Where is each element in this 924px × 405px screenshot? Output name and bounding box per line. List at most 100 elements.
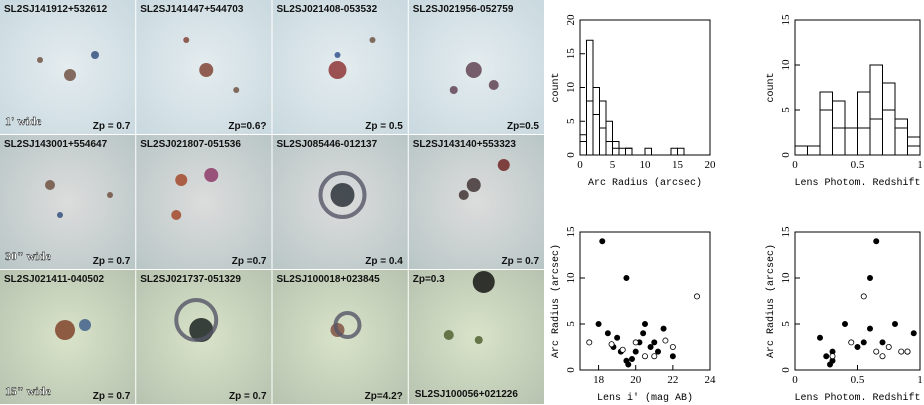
point bbox=[669, 343, 676, 350]
galaxy bbox=[37, 57, 43, 63]
point bbox=[842, 320, 849, 327]
image-panel bbox=[408, 135, 544, 269]
hist-bar bbox=[894, 127, 908, 156]
point bbox=[898, 348, 905, 355]
galaxy bbox=[171, 210, 182, 220]
galaxy bbox=[204, 168, 219, 182]
point bbox=[651, 353, 658, 360]
panel-scale: 15" wide bbox=[5, 384, 51, 398]
y-axis-label: count bbox=[551, 72, 562, 102]
y-tick-label: 5 bbox=[565, 118, 577, 124]
galaxy bbox=[107, 192, 113, 198]
panel-name: SL2SJ141447+544703 bbox=[140, 4, 244, 15]
image-panel bbox=[272, 270, 408, 404]
galaxy bbox=[175, 174, 188, 186]
point bbox=[910, 330, 917, 337]
x-tick-label: 1 bbox=[917, 374, 923, 386]
point bbox=[625, 361, 632, 368]
hist-bar bbox=[605, 120, 613, 156]
galaxy bbox=[497, 159, 510, 171]
panel-scale: 30" wide bbox=[5, 249, 51, 263]
point bbox=[642, 320, 649, 327]
x-tick-label: 10 bbox=[640, 159, 652, 171]
panel-name: SL2SJ141912+532612 bbox=[4, 4, 108, 15]
panel-name: SL2SJ021956-052759 bbox=[413, 4, 514, 15]
y-tick-label: 5 bbox=[780, 107, 792, 113]
panel-zp: Zp = 0.7 bbox=[501, 256, 539, 267]
panel-zp: Zp=0.6? bbox=[228, 121, 266, 132]
x-axis-label: Lens i' (mag AB) bbox=[597, 392, 693, 404]
panel-zp: Zp = 0.5 bbox=[365, 121, 403, 132]
point bbox=[604, 330, 611, 337]
point bbox=[647, 343, 654, 350]
panel-name: SL2SJ021411-040502 bbox=[4, 274, 105, 285]
hist-bar bbox=[819, 91, 833, 156]
hist-bar bbox=[882, 82, 896, 156]
y-tick-label: 15 bbox=[780, 14, 792, 26]
y-axis-label: count bbox=[766, 72, 777, 102]
galaxy bbox=[64, 69, 76, 81]
galaxy bbox=[318, 171, 367, 219]
panel-zp: Zp =0.7 bbox=[232, 256, 267, 267]
galaxy bbox=[174, 298, 219, 342]
point bbox=[823, 353, 830, 360]
x-tick-label: 5 bbox=[610, 159, 616, 171]
panel-name: SL2SJ143140+553323 bbox=[413, 139, 517, 150]
hist-bar bbox=[869, 118, 883, 156]
x-axis-label: Lens Photom. Redshift bbox=[794, 392, 920, 404]
y-tick-label: 15 bbox=[780, 226, 792, 238]
galaxy bbox=[458, 190, 469, 200]
point bbox=[867, 274, 874, 281]
galaxy bbox=[55, 320, 75, 340]
hist-bar bbox=[670, 147, 678, 156]
point bbox=[660, 325, 667, 332]
galaxy bbox=[328, 61, 347, 79]
panel-name: SL2SJ143001+554647 bbox=[4, 139, 108, 150]
point bbox=[879, 339, 886, 346]
point bbox=[873, 348, 880, 355]
galaxy bbox=[330, 183, 355, 207]
hist-bar bbox=[625, 147, 633, 156]
x-tick-label: 0 bbox=[577, 159, 583, 171]
galaxy bbox=[45, 180, 55, 190]
hist-bar bbox=[807, 145, 821, 156]
hist-bar bbox=[819, 109, 833, 156]
hist-bar bbox=[579, 141, 587, 156]
panel-name: SL2SJ100056+021226 bbox=[415, 389, 519, 400]
galaxy bbox=[183, 37, 190, 43]
y-tick-label: 5 bbox=[565, 321, 577, 327]
panel-zp: Zp = 0.7 bbox=[93, 391, 131, 402]
image-panel bbox=[136, 135, 272, 269]
point bbox=[669, 353, 676, 360]
point bbox=[860, 293, 867, 300]
hist-bar bbox=[907, 145, 921, 156]
hist-bar bbox=[894, 118, 908, 156]
hist-bar bbox=[794, 145, 808, 156]
point bbox=[599, 238, 606, 245]
panel-name: SL2SJ021807-051536 bbox=[140, 139, 241, 150]
galaxy bbox=[369, 37, 376, 43]
point bbox=[595, 320, 602, 327]
hist-bar bbox=[832, 127, 846, 156]
hist-bar bbox=[592, 87, 600, 156]
y-axis-label: Arc Radius (arcsec) bbox=[550, 244, 562, 358]
point bbox=[854, 343, 861, 350]
y-tick-label: 10 bbox=[565, 82, 577, 94]
hist-bar bbox=[807, 145, 821, 156]
y-tick-label: 10 bbox=[565, 272, 577, 284]
galaxy bbox=[199, 63, 214, 77]
hist-bar bbox=[644, 147, 652, 156]
point bbox=[629, 355, 636, 362]
panel-scale: 1' wide bbox=[5, 114, 42, 128]
hist-bar bbox=[677, 147, 685, 156]
x-tick-label: 18 bbox=[593, 374, 605, 386]
x-tick-label: 20 bbox=[705, 159, 717, 171]
x-tick-label: 22 bbox=[667, 374, 678, 386]
hist-bar bbox=[857, 91, 871, 156]
y-axis-label: Arc Radius (arcsec) bbox=[765, 244, 777, 358]
y-tick-label: 0 bbox=[780, 367, 792, 373]
galaxy bbox=[472, 271, 495, 293]
point bbox=[608, 341, 615, 348]
hist-bar bbox=[882, 109, 896, 156]
